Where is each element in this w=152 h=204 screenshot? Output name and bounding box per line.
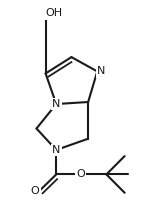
Text: O: O [31,186,40,196]
Text: OH: OH [46,8,63,18]
Text: O: O [76,169,85,180]
Text: N: N [97,66,106,76]
Text: N: N [52,145,60,155]
Text: N: N [52,99,60,109]
